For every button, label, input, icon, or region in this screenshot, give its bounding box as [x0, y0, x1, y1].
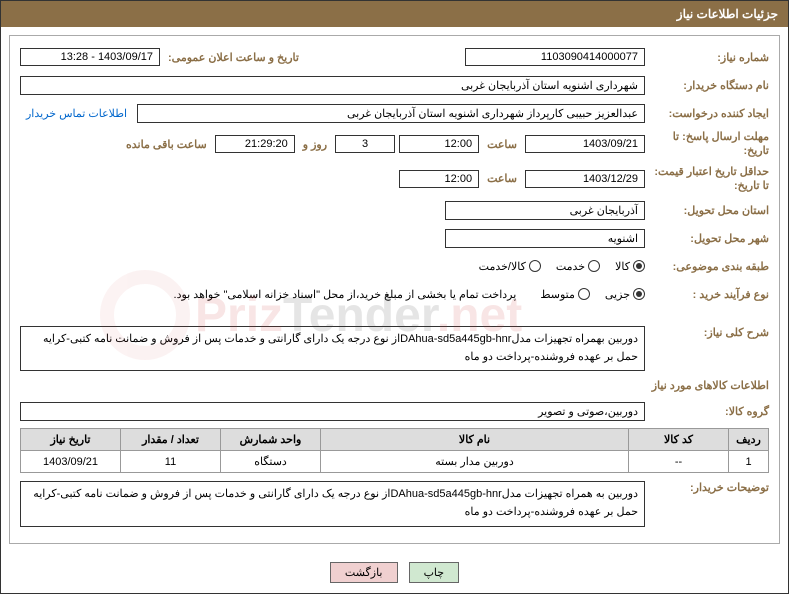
th-unit: واحد شمارش	[221, 429, 321, 451]
th-name: نام کالا	[321, 429, 629, 451]
radio-service-label: خدمت	[556, 260, 585, 273]
button-bar: چاپ بازگشت	[1, 552, 788, 593]
need-number-label: شماره نیاز:	[649, 51, 769, 64]
back-button[interactable]: بازگشت	[330, 562, 398, 583]
td-qty: 11	[121, 451, 221, 473]
th-qty: تعداد / مقدار	[121, 429, 221, 451]
announce-date-label: تاریخ و ساعت اعلان عمومی:	[164, 51, 303, 64]
deadline-days-label: روز و	[299, 138, 331, 151]
td-code: --	[629, 451, 729, 473]
radio-both[interactable]	[529, 260, 541, 272]
deadline-date: 1403/09/21	[525, 135, 645, 153]
td-date: 1403/09/21	[21, 451, 121, 473]
deadline-remain: 21:29:20	[215, 135, 295, 153]
td-unit: دستگاه	[221, 451, 321, 473]
th-date: تاریخ نیاز	[21, 429, 121, 451]
table-row: 1 -- دوربین مدار بسته دستگاه 11 1403/09/…	[21, 451, 769, 473]
buyer-notes-label: توضیحات خریدار:	[649, 481, 769, 494]
goods-info-title: اطلاعات کالاهای مورد نیاز	[20, 379, 769, 392]
city-value: اشنویه	[445, 229, 645, 248]
validity-date: 1403/12/29	[525, 170, 645, 188]
td-row: 1	[729, 451, 769, 473]
requester-label: ایجاد کننده درخواست:	[649, 107, 769, 120]
group-label: گروه کالا:	[649, 405, 769, 418]
radio-goods-label: کالا	[615, 260, 630, 273]
desc-value: دوربین بهمراه تجهیزات مدلDAhua-sd5a445gb…	[20, 326, 645, 371]
buyer-org-label: نام دستگاه خریدار:	[649, 79, 769, 92]
province-value: آذربایجان غربی	[445, 201, 645, 220]
radio-both-label: کالا/خدمت	[479, 260, 526, 273]
category-radio-group: کالا خدمت کالا/خدمت	[479, 260, 645, 273]
group-value: دوربین،صوتی و تصویر	[20, 402, 645, 421]
deadline-time-label: ساعت	[483, 138, 521, 151]
deadline-time: 12:00	[399, 135, 479, 153]
need-number-value: 1103090414000077	[465, 48, 645, 66]
validity-time-label: ساعت	[483, 172, 521, 185]
process-label: نوع فرآیند خرید :	[649, 288, 769, 301]
radio-minor-label: جزیی	[605, 288, 630, 301]
contact-link[interactable]: اطلاعات تماس خریدار	[20, 107, 133, 120]
buyer-notes-value: دوربین به همراه تجهیزات مدلDAhua-sd5a445…	[20, 481, 645, 526]
process-note: پرداخت تمام یا بخشی از مبلغ خرید،از محل …	[174, 288, 517, 301]
validity-label: حداقل تاریخ اعتبار قیمت: تا تاریخ:	[649, 165, 769, 194]
process-radio-group: جزیی متوسط	[540, 288, 645, 301]
print-button[interactable]: چاپ	[409, 562, 460, 583]
announce-date-value: 1403/09/17 - 13:28	[20, 48, 160, 66]
validity-time: 12:00	[399, 170, 479, 188]
td-name: دوربین مدار بسته	[321, 451, 629, 473]
th-row: ردیف	[729, 429, 769, 451]
deadline-label: مهلت ارسال پاسخ: تا تاریخ:	[649, 130, 769, 159]
buyer-org-value: شهرداری اشنویه استان آذربایجان غربی	[20, 76, 645, 95]
main-container: جزئیات اطلاعات نیاز شماره نیاز: 11030904…	[0, 0, 789, 594]
desc-label: شرح کلی نیاز:	[649, 326, 769, 339]
radio-minor[interactable]	[633, 288, 645, 300]
content-panel: شماره نیاز: 1103090414000077 تاریخ و ساع…	[9, 35, 780, 544]
category-label: طبقه بندی موضوعی:	[649, 260, 769, 273]
deadline-days: 3	[335, 135, 395, 153]
radio-service[interactable]	[588, 260, 600, 272]
radio-medium-label: متوسط	[540, 288, 575, 301]
goods-table: ردیف کد کالا نام کالا واحد شمارش تعداد /…	[20, 428, 769, 473]
radio-goods[interactable]	[633, 260, 645, 272]
table-header-row: ردیف کد کالا نام کالا واحد شمارش تعداد /…	[21, 429, 769, 451]
header-bar: جزئیات اطلاعات نیاز	[1, 1, 788, 27]
province-label: استان محل تحویل:	[649, 204, 769, 217]
radio-medium[interactable]	[578, 288, 590, 300]
deadline-remain-label: ساعت باقی مانده	[122, 138, 211, 151]
city-label: شهر محل تحویل:	[649, 232, 769, 245]
th-code: کد کالا	[629, 429, 729, 451]
requester-value: عبدالعزیز حبیبی کارپرداز شهرداری اشنویه …	[137, 104, 645, 123]
